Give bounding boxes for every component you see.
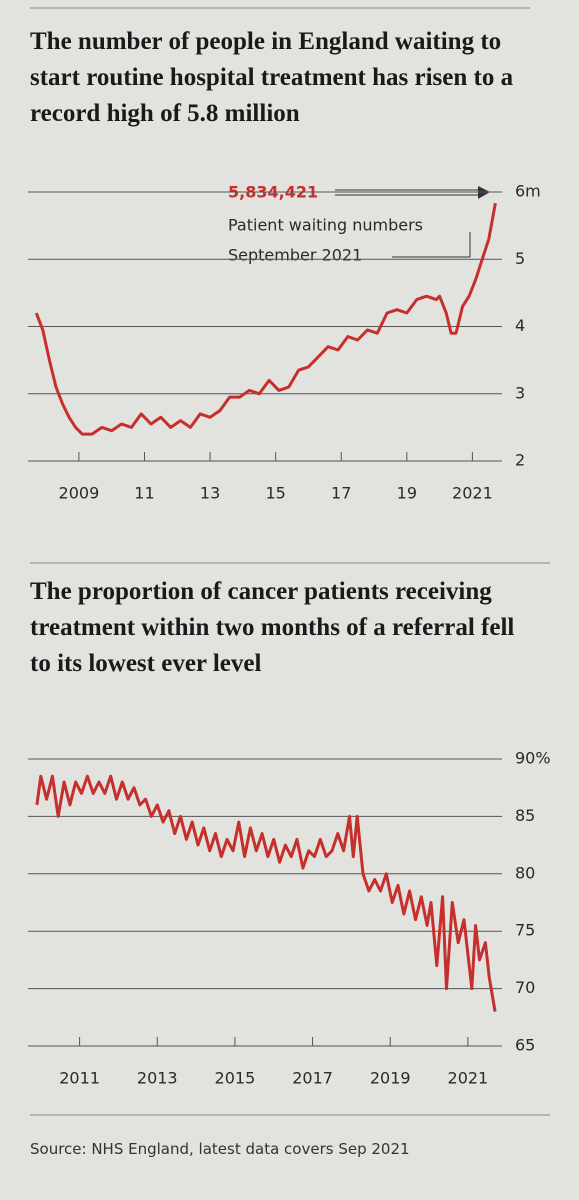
x-tick-label: 19 bbox=[397, 484, 417, 503]
x-tick-label: 2013 bbox=[137, 1069, 178, 1088]
y-tick-label: 80 bbox=[515, 863, 535, 882]
x-tick-label: 17 bbox=[331, 484, 351, 503]
y-tick-label: 70 bbox=[515, 978, 535, 997]
y-tick-label: 90% bbox=[515, 749, 551, 768]
y-tick-label: 75 bbox=[515, 921, 535, 940]
x-tick-label: 2017 bbox=[292, 1069, 333, 1088]
data-line bbox=[34, 202, 497, 436]
y-tick-label: 6m bbox=[515, 182, 541, 201]
y-tick-label: 2 bbox=[515, 451, 525, 470]
y-tick-label: 5 bbox=[515, 249, 525, 268]
y-tick-label: 3 bbox=[515, 383, 525, 402]
source: Source: NHS England, latest data covers … bbox=[30, 1140, 410, 1158]
x-tick-label: 13 bbox=[200, 484, 220, 503]
y-tick-label: 4 bbox=[515, 316, 525, 335]
x-tick-label: 2009 bbox=[59, 484, 100, 503]
data-line bbox=[35, 774, 497, 1012]
x-tick-label: 2011 bbox=[59, 1069, 100, 1088]
x-tick-label: 15 bbox=[265, 484, 285, 503]
x-tick-label: 2021 bbox=[452, 484, 493, 503]
x-tick-label: 2019 bbox=[370, 1069, 411, 1088]
y-tick-label: 85 bbox=[515, 806, 535, 825]
x-tick-label: 2015 bbox=[215, 1069, 256, 1088]
chart-title: The proportion of cancer patients receiv… bbox=[30, 578, 515, 677]
chart-title: The number of people in England waiting … bbox=[30, 28, 514, 127]
x-tick-label: 11 bbox=[134, 484, 154, 503]
annotation-text: Patient waiting numbers bbox=[228, 216, 423, 235]
x-tick-label: 2021 bbox=[448, 1069, 489, 1088]
annotation-text: September 2021 bbox=[228, 246, 362, 265]
y-tick-label: 65 bbox=[515, 1036, 535, 1055]
